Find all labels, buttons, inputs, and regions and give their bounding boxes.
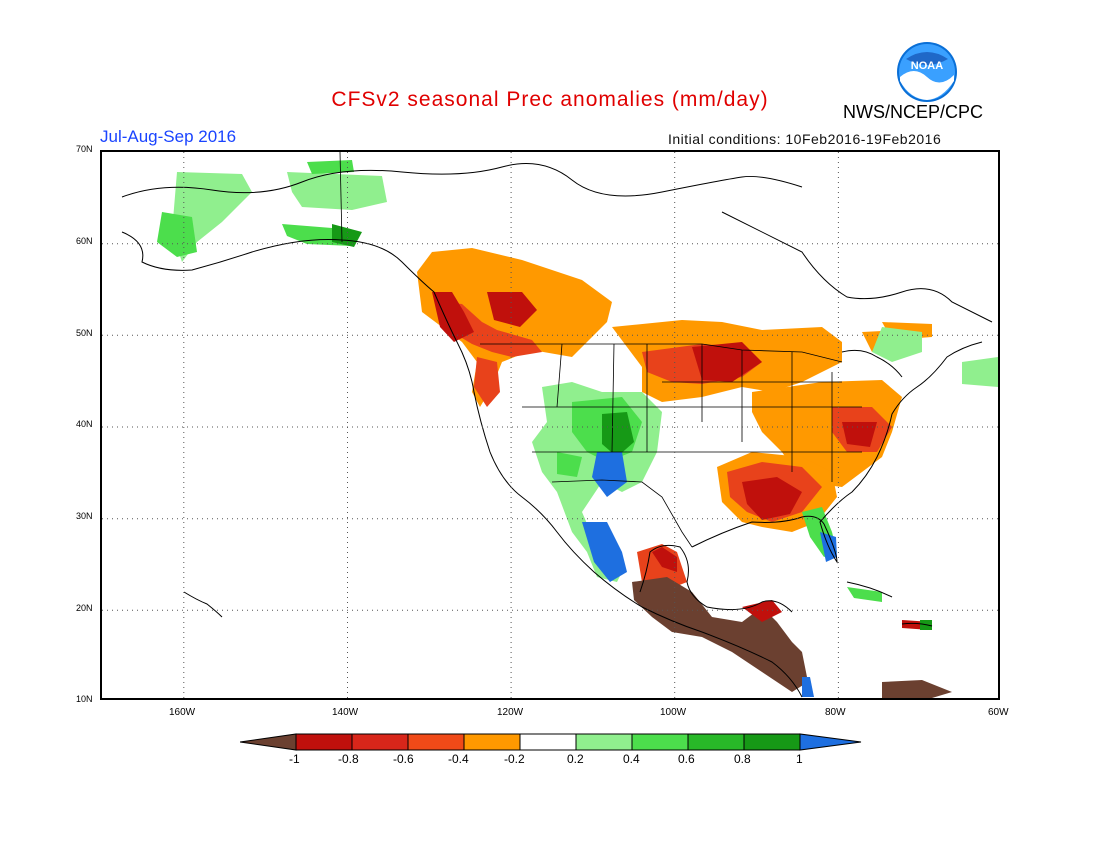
lon-label-100w: 100W [660,707,687,718]
anomaly-patch [307,160,354,174]
colorbar-label-m02: -0.2 [504,752,525,766]
coastline-great-lakes [841,349,903,378]
anomaly-patch [487,292,537,327]
anomaly-patch [157,212,197,257]
anomaly-patch [802,677,814,697]
political-borders [339,152,862,548]
colorbar-bin [351,733,409,751]
coastline-hudson [721,211,993,323]
border-states-vertical [556,343,833,482]
colorbar-label-06: 0.6 [678,752,695,766]
lon-label-120w: 120W [497,707,524,718]
colorbar-svg [239,733,862,751]
agency-label: NWS/NCEP/CPC [843,102,984,122]
colorbar-bin [407,733,465,751]
anomaly-patch [847,587,882,602]
colorbar-bin [799,733,862,751]
initial-conditions-label: Initial conditions: 10Feb2016-19Feb2016 [668,131,942,147]
colorbar-bin [631,733,689,751]
lon-label-60w: 60W [988,707,1009,718]
border-us-mexico [551,479,693,548]
coastline-gulf-mexico [639,544,793,613]
coastline-cuba [846,581,893,598]
colorbar [239,733,862,756]
lon-label-140w: 140W [332,707,359,718]
graticule [102,152,998,698]
lat-label-70n: 70N [76,144,93,154]
lat-label-30n: 30N [76,511,93,521]
lat-label-10n: 10N [76,694,93,704]
colorbar-bin [295,733,353,751]
colorbar-label-m06: -0.6 [393,752,414,766]
colorbar-label-m04: -0.4 [448,752,469,766]
colorbar-label-08: 0.8 [734,752,751,766]
anomaly-patch [442,302,542,357]
precip-anomaly-map [102,152,998,698]
anomaly-patch [417,248,612,407]
colorbar-label-m1: -1 [289,752,300,766]
map-panel [100,150,1000,700]
anomaly-patch [557,452,582,477]
colorbar-bin [743,733,801,751]
lon-label-160w: 160W [169,707,196,718]
colorbar-label-04: 0.4 [623,752,640,766]
border-alaska-canada [339,152,343,243]
coastlines [121,163,993,698]
anomaly-patch [287,172,387,210]
lon-label-80w: 80W [825,707,846,718]
anomaly-patch [842,422,877,447]
colorbar-bin [687,733,745,751]
border-states-horizontal [522,381,862,453]
colorbar-label-1: 1 [796,752,803,766]
anomaly-patch [692,342,762,382]
anomaly-patch [592,452,627,497]
anomaly-patch [882,680,952,698]
chart-title: CFSv2 seasonal Prec anomalies (mm/day) [331,88,769,111]
anomaly-patch [582,522,627,582]
anomaly-patch [632,577,808,692]
noaa-logo: NOAA [896,41,958,103]
season-label: Jul-Aug-Sep 2016 [100,127,237,146]
noaa-logo-text: NOAA [911,60,943,72]
colorbar-label-m08: -0.8 [338,752,359,766]
anomaly-patch [872,327,922,362]
coastline-arctic [121,163,803,198]
anomaly-patch [652,547,677,572]
lat-label-60n: 60N [76,236,93,246]
colorbar-bin [575,733,633,751]
lat-label-20n: 20N [76,603,93,613]
colorbar-label-02: 0.2 [567,752,584,766]
anomaly-patch [742,600,782,622]
coastline-hispaniola [901,622,933,627]
lat-label-40n: 40N [76,419,93,429]
lat-label-50n: 50N [76,328,93,338]
coastline-pacific [121,231,803,698]
anomaly-patch [432,292,474,342]
coastline-atlantic [691,341,983,564]
colorbar-bin [463,733,521,751]
anomaly-field [157,160,998,698]
anomaly-patch [962,357,998,387]
coastline-hawaii [183,591,223,618]
anomaly-patch [474,357,500,407]
anomaly-patch [602,412,634,457]
anomaly-patch [742,477,802,520]
colorbar-bin [239,733,297,751]
colorbar-bin [519,733,577,751]
